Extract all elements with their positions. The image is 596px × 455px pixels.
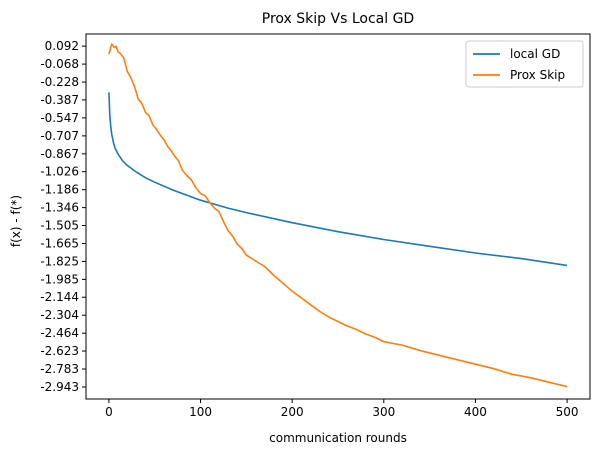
- y-tick-label: -0.228: [40, 75, 79, 89]
- y-axis-label: f(x) - f(*): [9, 195, 23, 247]
- y-tick-label: -1.026: [40, 165, 79, 179]
- y-tick-label: -1.665: [40, 236, 79, 250]
- x-axis-label: communication rounds: [269, 431, 407, 445]
- y-tick-label: -2.144: [40, 290, 79, 304]
- x-tick-label: 200: [281, 405, 304, 419]
- legend: local GD Prox Skip: [465, 40, 584, 88]
- y-tick-label: -1.505: [40, 218, 79, 232]
- y-tick-label: -2.783: [40, 362, 79, 376]
- legend-label: local GD: [510, 47, 560, 61]
- series-line-local-gd: [108, 92, 568, 267]
- series-line-prox-skip: [108, 43, 568, 388]
- y-tick-label: -2.464: [40, 326, 79, 340]
- x-tick-label: 500: [556, 405, 579, 419]
- plot-frame: [85, 33, 591, 400]
- y-tick-label: -1.186: [40, 183, 79, 197]
- y-tick-label: -0.068: [40, 57, 79, 71]
- x-tick-label: 0: [105, 405, 113, 419]
- y-tick-label: -1.985: [40, 272, 79, 286]
- y-tick-label: -1.346: [40, 201, 79, 215]
- x-axis-ticks: 0 100 200 300 400 500: [105, 399, 579, 419]
- y-tick-label: -2.623: [40, 344, 79, 358]
- y-tick-label: -1.825: [40, 254, 79, 268]
- legend-label: Prox Skip: [510, 68, 565, 82]
- y-tick-label: -0.547: [40, 111, 79, 125]
- y-tick-label: -2.943: [40, 380, 79, 394]
- chart-title: Prox Skip Vs Local GD: [262, 11, 414, 27]
- y-tick-label: -0.387: [40, 93, 79, 107]
- x-tick-label: 400: [464, 405, 487, 419]
- y-tick-label: -0.867: [40, 147, 79, 161]
- x-tick-label: 100: [189, 405, 212, 419]
- series-layer: [108, 43, 568, 388]
- y-axis-ticks: 0.092 -0.068 -0.228 -0.387 -0.547 -0.707 -0.86…: [40, 39, 86, 394]
- y-tick-label: -0.707: [40, 129, 79, 143]
- y-tick-label: 0.092: [45, 39, 79, 53]
- x-tick-label: 300: [372, 405, 395, 419]
- y-tick-label: -2.304: [40, 308, 79, 322]
